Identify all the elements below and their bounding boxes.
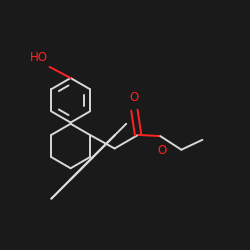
Text: O: O xyxy=(157,144,166,156)
Text: HO: HO xyxy=(30,52,48,64)
Text: O: O xyxy=(130,91,139,104)
